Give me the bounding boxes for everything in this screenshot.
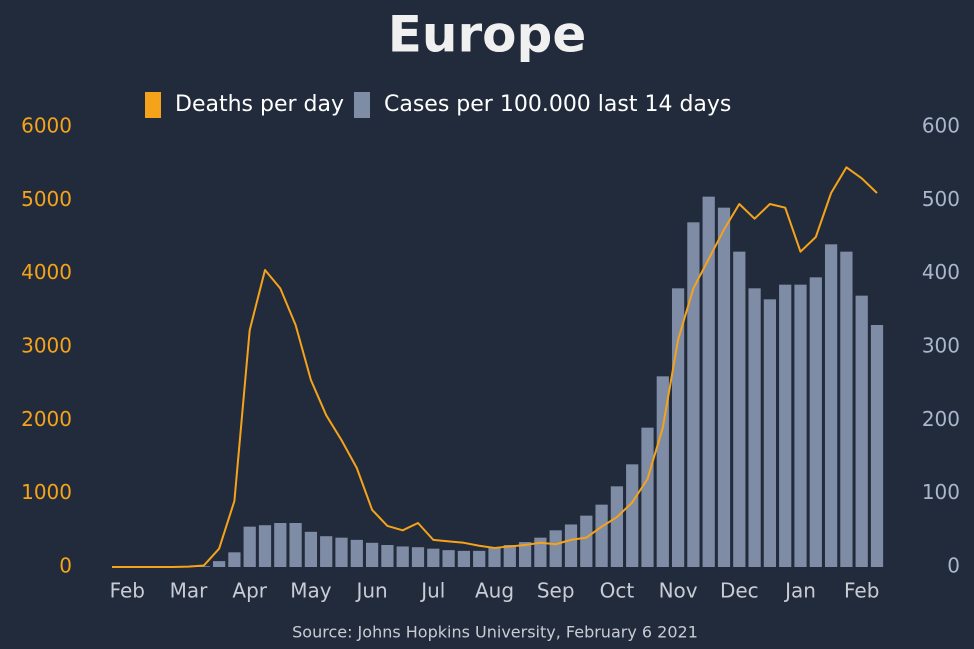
x-tick-label: Sep bbox=[537, 579, 575, 603]
bar bbox=[534, 537, 547, 567]
bar bbox=[427, 548, 440, 567]
bar bbox=[350, 539, 363, 567]
bar bbox=[411, 547, 425, 567]
bar bbox=[503, 545, 516, 567]
x-tick-label: Mar bbox=[170, 579, 209, 603]
bar bbox=[870, 325, 884, 567]
bar bbox=[641, 427, 654, 567]
bar bbox=[304, 531, 318, 567]
legend-label: Deaths per day bbox=[175, 92, 344, 117]
bar bbox=[442, 550, 455, 567]
bar bbox=[320, 536, 333, 567]
bar bbox=[702, 196, 715, 567]
bar bbox=[243, 526, 256, 567]
legend-swatch bbox=[145, 92, 161, 118]
bar bbox=[488, 547, 501, 567]
y-tick-label: 1000 bbox=[21, 480, 72, 504]
bar bbox=[289, 523, 302, 567]
y2-tick-label: 500 bbox=[922, 187, 960, 211]
chart-title: Europe bbox=[388, 6, 586, 64]
bar bbox=[518, 542, 532, 567]
y2-tick-label: 0 bbox=[947, 554, 960, 578]
bar bbox=[809, 277, 822, 567]
bar bbox=[671, 288, 685, 567]
bar bbox=[748, 288, 761, 567]
bar bbox=[381, 545, 394, 567]
bar bbox=[197, 566, 210, 567]
bar bbox=[779, 284, 792, 567]
y-tick-label: 3000 bbox=[21, 334, 72, 358]
y2-tick-label: 600 bbox=[922, 114, 960, 138]
x-tick-label: Feb bbox=[110, 579, 145, 603]
source: Source: Johns Hopkins University, Februa… bbox=[292, 623, 698, 642]
bar bbox=[794, 284, 807, 567]
x-tick-label: Jun bbox=[354, 579, 387, 603]
y2-tick-label: 200 bbox=[922, 407, 960, 431]
line bbox=[112, 166, 878, 568]
x-tick-label: May bbox=[290, 579, 332, 603]
y2-tick-label: 100 bbox=[922, 480, 960, 504]
bar bbox=[274, 523, 287, 567]
bar bbox=[228, 552, 241, 567]
bar bbox=[610, 486, 624, 567]
bar bbox=[717, 207, 731, 567]
y-tick-label: 0 bbox=[59, 554, 72, 578]
y-tick-label: 4000 bbox=[21, 260, 72, 284]
x-tick-label: Nov bbox=[659, 579, 698, 603]
bar bbox=[473, 550, 486, 567]
bar bbox=[365, 542, 379, 567]
bar bbox=[840, 251, 853, 567]
bar bbox=[258, 525, 272, 567]
x-tick-label: Oct bbox=[600, 579, 635, 603]
bar bbox=[212, 561, 226, 567]
bar bbox=[335, 537, 348, 567]
bar bbox=[733, 251, 746, 567]
y-tick-label: 5000 bbox=[21, 187, 72, 211]
x-tick-label: Aug bbox=[475, 579, 514, 603]
bar bbox=[564, 524, 578, 567]
y-tick-label: 2000 bbox=[21, 407, 72, 431]
bar bbox=[396, 546, 409, 567]
x-tick-label: Jul bbox=[419, 579, 445, 603]
bar bbox=[763, 299, 777, 567]
bar bbox=[824, 244, 838, 568]
bar bbox=[687, 222, 700, 568]
y-tick-label: 6000 bbox=[21, 114, 72, 138]
bar bbox=[549, 530, 562, 567]
bar bbox=[626, 464, 639, 567]
x-tick-label: Jan bbox=[783, 579, 816, 603]
x-tick-label: Dec bbox=[720, 579, 759, 603]
legend-swatch bbox=[354, 92, 370, 118]
bar bbox=[855, 295, 868, 567]
y2-tick-label: 300 bbox=[922, 334, 960, 358]
bar bbox=[580, 515, 593, 567]
x-tick-label: Feb bbox=[844, 579, 879, 603]
x-tick-label: Apr bbox=[232, 579, 267, 603]
bar bbox=[656, 376, 669, 567]
bar bbox=[595, 504, 608, 567]
bar bbox=[457, 550, 471, 567]
legend-label: Cases per 100.000 last 14 days bbox=[384, 92, 731, 117]
y2-tick-label: 400 bbox=[922, 260, 960, 284]
